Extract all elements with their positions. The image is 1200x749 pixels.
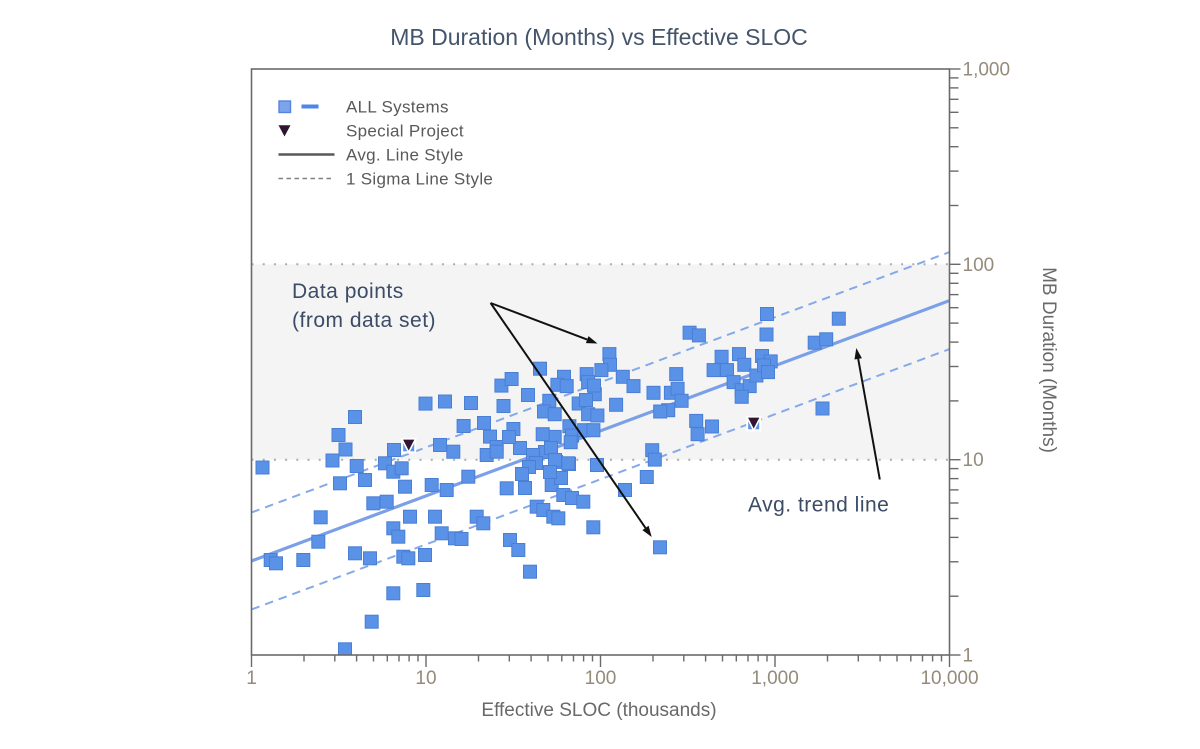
svg-text:Special Project: Special Project — [346, 122, 464, 141]
svg-text:1,000: 1,000 — [751, 668, 799, 689]
svg-text:1,000: 1,000 — [963, 60, 1011, 81]
svg-text:100: 100 — [585, 668, 617, 689]
svg-text:Avg. trend line: Avg. trend line — [748, 494, 889, 517]
svg-text:100: 100 — [963, 255, 995, 276]
svg-text:ALL Systems: ALL Systems — [346, 98, 449, 117]
svg-text:10: 10 — [415, 668, 436, 689]
svg-text:1: 1 — [246, 668, 257, 689]
svg-text:1 Sigma Line Style: 1 Sigma Line Style — [346, 170, 493, 189]
svg-text:Effective SLOC (thousands): Effective SLOC (thousands) — [481, 700, 716, 721]
svg-text:Avg. Line Style: Avg. Line Style — [346, 146, 464, 165]
svg-text:1: 1 — [963, 646, 974, 667]
svg-text:(from data set): (from data set) — [292, 309, 436, 332]
svg-text:10: 10 — [963, 450, 984, 471]
svg-text:10,000: 10,000 — [920, 668, 978, 689]
svg-text:MB Duration (Months): MB Duration (Months) — [1038, 267, 1059, 453]
svg-text:MB Duration (Months) vs Effect: MB Duration (Months) vs Effective SLOC — [390, 24, 808, 50]
svg-text:Data points: Data points — [292, 280, 404, 303]
